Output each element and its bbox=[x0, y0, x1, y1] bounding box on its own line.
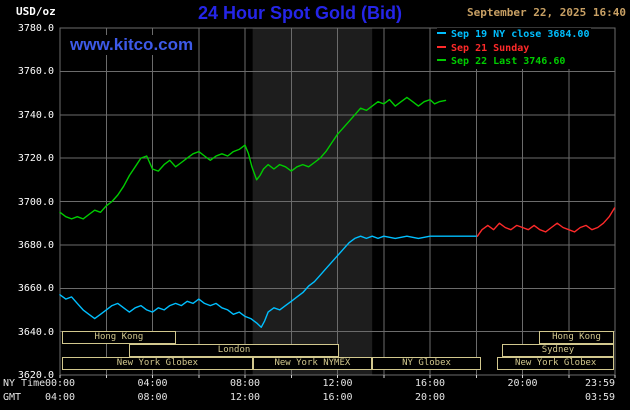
x-tick-label-ny: 08:00 bbox=[229, 378, 261, 389]
legend-label: Sep 22 Last 3746.60 bbox=[451, 56, 566, 67]
x-tick-label-gmt: 12:00 bbox=[229, 392, 261, 403]
y-tick-label: 3700.0 bbox=[17, 196, 54, 208]
x-tick-label-ny: 12:00 bbox=[322, 378, 353, 389]
y-tick-label: 3660.0 bbox=[17, 283, 54, 295]
series-line-sep-19 bbox=[59, 235, 477, 328]
session-hong-kong: Hong Kong bbox=[538, 331, 615, 344]
session-new-york-globex: New York Globex bbox=[497, 357, 615, 370]
x-tick-label-ny: 23:59 bbox=[584, 378, 616, 389]
series-line-sep-21 bbox=[476, 207, 616, 237]
x-tick-label-gmt: 20:00 bbox=[414, 392, 446, 403]
chart-title: 24 Hour Spot Gold (Bid) bbox=[198, 3, 402, 23]
session-sydney: Sydney bbox=[501, 344, 615, 357]
session-new-york-nymex: New York NYMEX bbox=[252, 357, 373, 370]
ny-time-label: NY Time bbox=[3, 378, 46, 389]
legend-item-sep-21-sunday: Sep 21 Sunday bbox=[437, 41, 592, 55]
session-london: London bbox=[129, 344, 339, 357]
legend-label: Sep 19 NY close 3684.00 bbox=[451, 29, 590, 40]
x-tick-label-gmt: 16:00 bbox=[322, 392, 353, 403]
session-ny-globex: NY Globex bbox=[372, 357, 481, 370]
x-tick-label-gmt: 04:00 bbox=[44, 392, 76, 403]
x-tick-label-ny: 04:00 bbox=[137, 378, 168, 389]
gmt-label: GMT bbox=[3, 392, 22, 403]
legend-marker bbox=[437, 59, 446, 61]
series-line-sep-22 bbox=[59, 96, 447, 220]
legend-marker bbox=[437, 45, 446, 48]
x-tick-label-gmt: 08:00 bbox=[137, 392, 168, 403]
y-tick-label: 3720.0 bbox=[17, 153, 54, 165]
session-hong-kong: Hong Kong bbox=[62, 331, 176, 344]
y-axis-units-label: USD/oz bbox=[16, 5, 56, 18]
legend-label: Sep 21 Sunday bbox=[451, 42, 530, 54]
y-tick-label: 3740.0 bbox=[17, 109, 54, 121]
y-tick-label: 3640.0 bbox=[17, 326, 54, 338]
x-tick-label-ny: 00:00 bbox=[44, 378, 76, 389]
y-tick-label: 3680.0 bbox=[17, 239, 54, 251]
y-tick-label: 3780.0 bbox=[17, 23, 54, 34]
legend: Sep 19 NY close 3684.00 Sep 21 Sunday Sep … bbox=[437, 28, 592, 69]
y-tick-label: 3620.0 bbox=[17, 370, 54, 381]
x-axis-gmt-row: GMT 04:00 08:00 12:00 16:00 20:00 03:59 bbox=[0, 392, 630, 404]
session-new-york-globex: New York Globex bbox=[62, 357, 253, 370]
chart-datetime: September 22, 2025 16:40 bbox=[467, 6, 626, 19]
legend-marker bbox=[437, 32, 446, 34]
x-tick-label-gmt: 03:59 bbox=[584, 392, 616, 403]
kitco-watermark-link[interactable]: www.kitco.com bbox=[66, 35, 198, 55]
y-tick-label: 3760.0 bbox=[17, 66, 54, 78]
x-tick-label-ny: 20:00 bbox=[507, 378, 538, 389]
x-tick-label-ny: 16:00 bbox=[414, 378, 446, 389]
legend-item-sep-19-ny-close: Sep 19 NY close 3684.00 bbox=[437, 28, 592, 42]
legend-item-sep-22-last: Sep 22 Last 3746.60 bbox=[437, 55, 592, 69]
x-axis-ny-row: NY Time 00:00 04:00 08:00 12:00 16:00 20:00 23… bbox=[0, 378, 630, 390]
